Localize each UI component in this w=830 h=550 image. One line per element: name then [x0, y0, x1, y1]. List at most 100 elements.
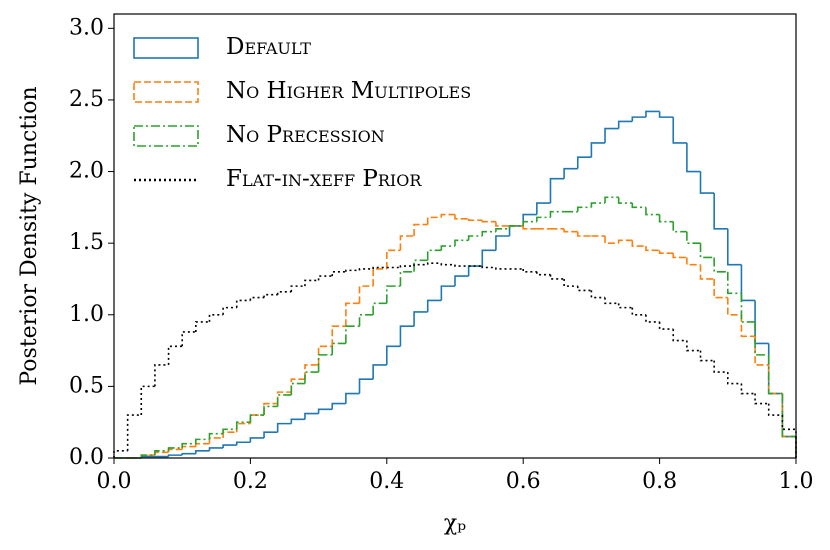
histogram-step — [495, 235, 510, 251]
histogram-step — [767, 364, 783, 395]
y-axis-label: Posterior Density Function — [17, 86, 42, 385]
histogram-step — [631, 240, 646, 247]
histogram-step — [781, 393, 797, 458]
histogram-step — [208, 447, 224, 451]
y-tick-label: 0.0 — [69, 445, 104, 470]
histogram-step — [495, 267, 510, 270]
histogram-step — [426, 299, 442, 312]
histogram-step — [740, 383, 756, 395]
histogram-step — [617, 303, 633, 309]
histogram-step — [604, 236, 619, 244]
histogram-step — [481, 266, 496, 269]
histogram-step — [631, 203, 646, 209]
legend-label: No Precession — [226, 122, 385, 148]
histogram-step — [181, 452, 196, 456]
legend-swatch — [133, 37, 199, 59]
histogram-step — [576, 156, 592, 169]
histogram-step — [590, 142, 606, 158]
y-tick-label: 1.5 — [69, 230, 104, 255]
histogram-step — [276, 422, 292, 433]
histogram-step — [727, 271, 742, 295]
histogram-step — [481, 249, 496, 267]
histogram-step — [658, 111, 674, 118]
x-tick-label: 0.0 — [97, 469, 132, 494]
histogram-step — [276, 391, 292, 404]
histogram-step — [167, 448, 183, 453]
histogram-step — [440, 285, 455, 301]
histogram-step — [208, 432, 224, 440]
histogram-step — [576, 231, 592, 237]
histogram-step — [495, 228, 510, 232]
histogram-step — [358, 285, 374, 304]
histogram-step — [222, 444, 237, 448]
histogram-step — [167, 345, 183, 365]
histogram-step — [536, 202, 551, 215]
histogram-step — [699, 350, 715, 362]
histogram-step — [549, 177, 565, 204]
histogram-step — [604, 127, 619, 143]
histogram-step — [440, 263, 455, 266]
histogram-step — [631, 307, 646, 316]
histogram-step — [222, 306, 237, 315]
x-tick-label: 0.2 — [233, 469, 268, 494]
histogram-step — [317, 408, 333, 414]
histogram-step — [263, 402, 278, 416]
histogram-step — [195, 442, 210, 447]
histogram-step — [249, 437, 265, 443]
histogram-step — [617, 197, 633, 204]
histogram-step — [699, 264, 715, 280]
histogram-step — [181, 442, 196, 448]
histogram-step — [658, 214, 674, 223]
legend-label: Default — [226, 34, 311, 60]
histogram-step — [208, 313, 224, 322]
histogram-step — [167, 447, 183, 451]
x-tick-label: 0.8 — [642, 469, 677, 494]
histogram-step — [563, 228, 578, 233]
histogram-step — [372, 302, 387, 315]
histogram-step — [617, 239, 633, 244]
histogram-step — [345, 302, 360, 327]
histogram-step — [426, 249, 442, 261]
histogram-step — [413, 223, 428, 236]
histogram-step — [263, 405, 278, 416]
histogram-step — [181, 331, 196, 347]
histogram-step — [167, 454, 183, 457]
histogram-step — [549, 210, 565, 218]
histogram-step — [754, 336, 769, 366]
histogram-step — [126, 414, 142, 451]
histogram-step — [576, 286, 592, 292]
histogram-step — [686, 231, 701, 244]
histogram-step — [358, 268, 374, 271]
histogram-step — [386, 345, 401, 365]
histogram-step — [467, 218, 483, 222]
histogram-step — [686, 142, 701, 173]
histogram-step — [481, 230, 496, 236]
histogram-step — [222, 431, 237, 438]
histogram-step — [249, 296, 265, 301]
histogram-step — [208, 437, 224, 444]
histogram-step — [645, 207, 660, 216]
histogram-step — [413, 259, 428, 272]
histogram-step — [235, 441, 251, 446]
histogram-step — [686, 257, 701, 266]
histogram-step — [536, 216, 551, 222]
histogram-step — [590, 290, 606, 299]
histogram-step — [304, 279, 319, 287]
histogram-step — [454, 264, 469, 267]
histogram-step — [617, 120, 633, 129]
histogram-step — [331, 342, 346, 355]
histogram-step — [781, 393, 797, 458]
histogram-step — [440, 245, 455, 251]
histogram-step — [276, 291, 292, 295]
histogram-step — [317, 354, 333, 373]
histogram-step — [317, 275, 333, 281]
y-tick-label: 1.0 — [69, 302, 104, 327]
histogram-step — [290, 378, 305, 393]
histogram-step — [358, 313, 374, 327]
histogram-step — [181, 445, 196, 450]
histogram-step — [672, 253, 687, 259]
histogram-step — [727, 297, 742, 316]
histogram-step — [454, 239, 469, 247]
histogram-step — [658, 321, 674, 330]
histogram-step — [508, 225, 524, 236]
